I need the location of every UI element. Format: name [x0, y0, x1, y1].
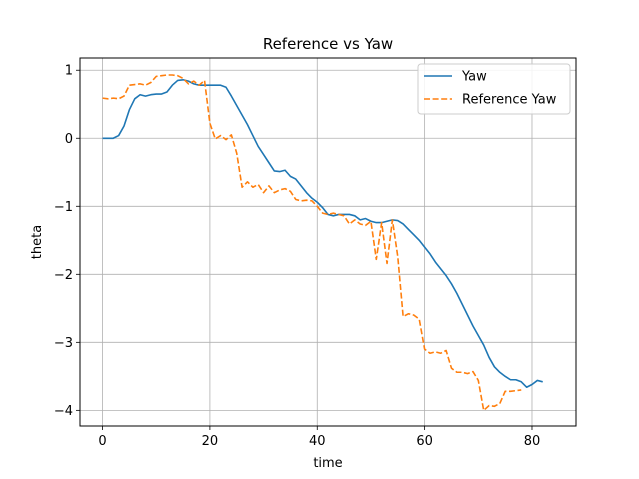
legend-label: Reference Yaw [462, 93, 557, 108]
grid [80, 58, 576, 426]
y-tick-label: 1 [65, 64, 73, 79]
x-tick-label: 20 [202, 434, 219, 449]
x-tick-label: 60 [416, 434, 433, 449]
x-axis-label: time [313, 456, 342, 471]
y-tick-label: −1 [54, 200, 73, 215]
legend: Yaw Reference Yaw [417, 63, 571, 115]
legend-box [417, 63, 571, 115]
y-tick-label: −2 [54, 268, 73, 283]
y-axis-label: theta [30, 225, 45, 259]
legend-label: Yaw [461, 70, 487, 85]
y-tick-label: 0 [65, 132, 73, 147]
series-line-yaw [102, 78, 543, 389]
y-tick-label: −4 [54, 404, 73, 419]
y-tick-label: −3 [54, 336, 73, 351]
chart-title: Reference vs Yaw [263, 35, 393, 53]
x-tick-label: 0 [98, 434, 106, 449]
axes-frame [79, 57, 577, 427]
series-line-reference-yaw [102, 74, 522, 412]
ticks: 0 20 40 60 80 1 0 −1 −2 −3 −4 [54, 64, 540, 449]
series-layer [102, 74, 543, 412]
x-tick-label: 40 [309, 434, 326, 449]
x-tick-label: 80 [524, 434, 541, 449]
